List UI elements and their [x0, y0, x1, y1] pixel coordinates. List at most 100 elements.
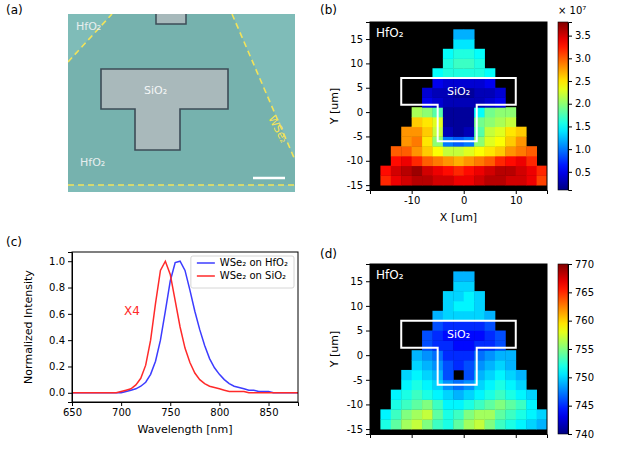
tick-mark — [366, 63, 370, 64]
map-cell — [412, 166, 423, 176]
map-cell — [401, 370, 412, 380]
map-cell — [516, 419, 527, 429]
plot-frame — [370, 264, 547, 434]
tick-mark — [366, 331, 370, 332]
axis-line — [569, 265, 573, 435]
map-cell — [474, 49, 485, 59]
map-cell — [464, 39, 475, 49]
map-cell — [453, 146, 464, 156]
map-cell — [453, 97, 464, 107]
tick-label: 1.0 — [575, 144, 591, 155]
map-cell — [422, 400, 433, 410]
map-cell — [401, 400, 412, 410]
map-cell — [453, 409, 464, 419]
map-cell — [464, 175, 475, 185]
legend-swatch — [197, 275, 215, 277]
map-cell — [464, 301, 475, 311]
map-cell — [391, 419, 402, 429]
map-cell — [505, 360, 516, 370]
map-cell — [505, 127, 516, 137]
tick-label: 0.0 — [49, 387, 65, 398]
tick-label: 0.4 — [49, 335, 65, 346]
tick: -5 — [353, 131, 370, 142]
tick-label: 765 — [575, 287, 594, 298]
map-cell — [526, 419, 537, 429]
map-cell — [505, 117, 516, 127]
map-cell — [495, 380, 506, 390]
tick: 1.0 — [49, 256, 72, 267]
axis-line — [569, 23, 573, 191]
tick-label: 650 — [63, 407, 82, 418]
map-cell — [485, 409, 496, 419]
map-cell — [391, 166, 402, 176]
map-cell — [412, 419, 423, 429]
tick-mark — [68, 393, 72, 394]
tick-label: -10 — [347, 399, 363, 410]
panel-letter: (d) — [320, 247, 337, 261]
map-cell — [422, 117, 433, 127]
map-cell — [505, 166, 516, 176]
map-cell — [495, 107, 506, 117]
tick-label: 3.0 — [575, 53, 591, 64]
tick: 850 — [259, 402, 278, 418]
tick: 1.0 — [568, 144, 591, 155]
region-outline — [401, 321, 516, 385]
map-cell — [464, 409, 475, 419]
tick: 755 — [568, 344, 594, 355]
map-cell — [412, 400, 423, 410]
map-cell — [412, 146, 423, 156]
map-cell — [495, 97, 506, 107]
axis: 650700750800850 — [63, 402, 299, 418]
map-cell — [443, 68, 454, 78]
map-cell — [412, 136, 423, 146]
map-cell — [391, 409, 402, 419]
map-cell — [401, 136, 412, 146]
map-cell — [453, 29, 464, 39]
tick-label: 0.8 — [49, 282, 65, 293]
map-cell — [516, 127, 527, 137]
axis-line — [371, 435, 548, 439]
map-cell — [526, 400, 537, 410]
tick-mark — [269, 402, 270, 406]
map-cell — [464, 350, 475, 360]
map-cell — [464, 390, 475, 400]
axis: -15-10-5051015 — [347, 23, 371, 191]
tick: 750 — [161, 402, 180, 418]
tick: -10 — [347, 155, 370, 166]
map-cell — [485, 97, 496, 107]
tick-label: 0.5 — [575, 167, 591, 178]
tick-label: 800 — [210, 407, 229, 418]
tick-mark — [68, 366, 72, 367]
map-cell — [516, 400, 527, 410]
map-cell — [464, 146, 475, 156]
annotation: WSe₂ — [265, 113, 290, 145]
map-cell — [505, 175, 516, 185]
map-cell — [422, 88, 433, 98]
tick-mark — [412, 190, 413, 194]
annotation: HfO₂ — [76, 20, 101, 33]
map-cell — [526, 175, 537, 185]
map-cell — [474, 400, 485, 410]
plot-background — [370, 264, 547, 434]
map-cell — [443, 409, 454, 419]
map-cell — [391, 156, 402, 166]
oxide-t — [101, 69, 228, 150]
map-cell — [422, 419, 433, 429]
tick-label: 15 — [350, 34, 363, 45]
axis-line — [73, 403, 299, 407]
map-cell — [464, 107, 475, 117]
axis-title: Wavelength [nm] — [137, 423, 232, 436]
tick: 15 — [350, 34, 370, 45]
tick-mark — [68, 314, 72, 315]
map-cell — [474, 291, 485, 301]
axis: 740745750755760765770 — [568, 259, 594, 440]
map-cell — [474, 331, 485, 341]
tick-label: 770 — [575, 259, 594, 270]
map-cell — [537, 166, 547, 176]
map-cell — [464, 360, 475, 370]
map-cell — [474, 88, 485, 98]
annotation: HfO₂ — [80, 156, 105, 169]
tick-mark — [568, 36, 572, 37]
map-cell — [422, 136, 433, 146]
map-cell — [443, 419, 454, 429]
